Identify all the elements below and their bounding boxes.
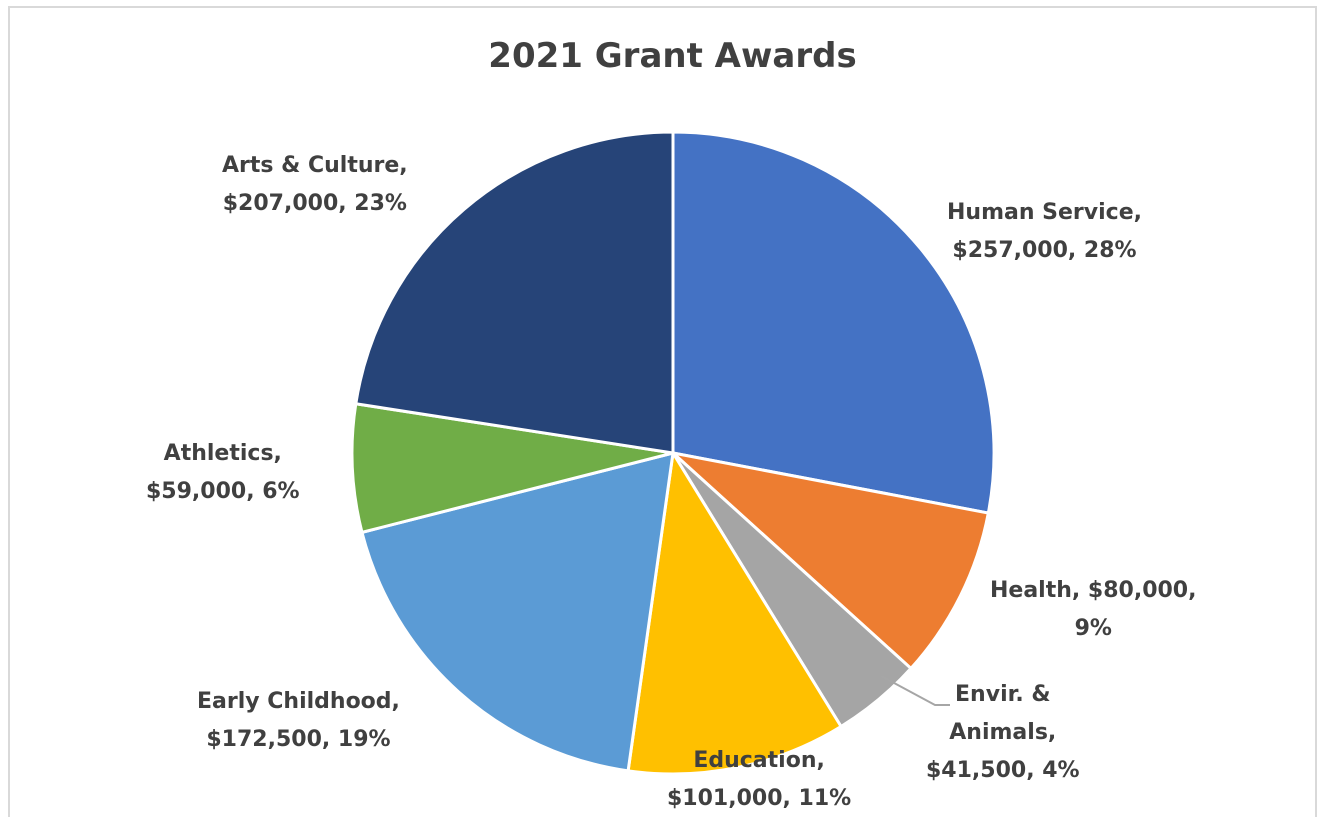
data-label-early-childhood: Early Childhood, $172,500, 19% (197, 683, 400, 759)
data-label-line: $172,500, 19% (206, 727, 391, 752)
leader-line-envir-animals (880, 675, 950, 706)
data-label-line: Education, (693, 748, 825, 773)
data-label-line: Health, $80,000, (990, 578, 1197, 603)
data-label-line: $41,500, 4% (926, 758, 1080, 783)
data-label-human-service: Human Service, $257,000, 28% (947, 194, 1142, 270)
pie-slice-health (671, 451, 990, 670)
data-label-line: $257,000, 28% (952, 238, 1137, 263)
data-label-arts-culture: Arts & Culture, $207,000, 23% (222, 147, 408, 223)
data-label-line: Animals, (949, 720, 1057, 745)
data-label-envir-animals: Envir. & Animals, $41,500, 4% (926, 676, 1080, 790)
data-label-health: Health, $80,000, 9% (990, 572, 1196, 648)
pie-slice-education (626, 451, 843, 776)
chart-title: 2021 Grant Awards (488, 36, 857, 76)
pie-slice-athletics (350, 402, 675, 534)
data-label-line: Athletics, (163, 441, 282, 466)
data-label-line: 9% (1074, 616, 1112, 641)
pie-slice-human-service (671, 130, 996, 515)
data-label-line: Arts & Culture, (222, 153, 408, 178)
data-label-line: $101,000, 11% (667, 786, 852, 811)
data-label-athletics: Athletics, $59,000, 6% (146, 435, 300, 511)
data-label-line: Envir. & (955, 682, 1051, 707)
pie-slice-arts-culture (354, 130, 675, 455)
data-label-line: $207,000, 23% (222, 191, 407, 216)
data-label-line: Human Service, (947, 200, 1142, 225)
data-label-line: Early Childhood, (197, 689, 400, 714)
pie-slices (350, 130, 996, 776)
data-label-line: $59,000, 6% (146, 479, 300, 504)
data-label-education: Education, $101,000, 11% (667, 742, 851, 818)
pie-slice-early-childhood (360, 451, 675, 773)
